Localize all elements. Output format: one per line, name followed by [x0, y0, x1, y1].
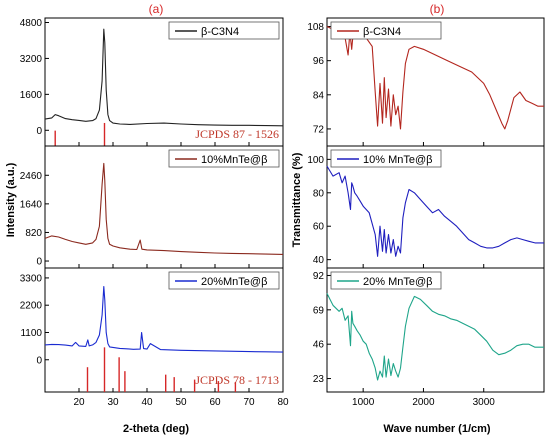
y-tick-label: 0 — [36, 126, 42, 137]
panel-label-b: (b) — [430, 2, 445, 16]
y-tick-label: 0 — [36, 257, 42, 268]
legend-label: 10%MnTe@β — [201, 154, 267, 166]
data-series-line — [44, 28, 284, 127]
panel-label-a: (a) — [149, 2, 164, 16]
panel-b-top: 72 84 96 108 β-C3N4 — [307, 17, 545, 147]
y-tick-label: 3200 — [20, 54, 43, 65]
y-tick-label: 3300 — [20, 273, 43, 284]
y-tick-label: 84 — [313, 90, 325, 101]
plot-panels: 0 1600 3200 4800 β-C3N4 JCPDS 87 - 1526 0 820 16… — [20, 17, 545, 408]
right-x-axis-title: Wave number (1/cm) — [383, 423, 491, 435]
legend-label: 20% MnTe@β — [363, 276, 432, 288]
x-tick-label: 80 — [277, 397, 289, 408]
x-tick-label: 70 — [243, 397, 255, 408]
y-tick-label: 23 — [313, 374, 325, 385]
x-tick-label: 50 — [175, 397, 187, 408]
x-tick-label: 60 — [209, 397, 221, 408]
panel-b-bottom: 23 46 69 92 1000 2000 3000 20% MnTe@β — [313, 267, 545, 408]
x-tick-label: 30 — [107, 397, 119, 408]
y-tick-label: 96 — [313, 56, 325, 67]
y-tick-label: 2460 — [20, 171, 43, 182]
x-tick-label: 40 — [141, 397, 153, 408]
legend-label: β-C3N4 — [201, 26, 239, 38]
x-tick-label: 3000 — [473, 397, 496, 408]
y-tick-label: 1600 — [20, 90, 43, 101]
y-tick-label: 0 — [36, 355, 42, 366]
data-series-line — [326, 293, 544, 381]
data-series-line — [326, 165, 544, 257]
legend-box — [168, 271, 280, 290]
legend-box — [330, 21, 442, 40]
data-series-line — [44, 162, 284, 255]
y-tick-label: 100 — [307, 155, 324, 166]
y-tick-label: 1100 — [20, 328, 42, 339]
y-tick-label: 108 — [307, 22, 324, 33]
y-tick-label: 72 — [313, 124, 325, 135]
x-tick-label: 2000 — [412, 397, 435, 408]
panel-a-top: 0 1600 3200 4800 β-C3N4 JCPDS 87 - 1526 — [20, 17, 284, 147]
legend-label: β-C3N4 — [363, 26, 401, 38]
panel-a-bottom: 0 1100 2200 3300 20 30 40 50 60 70 80 20%MnTe@β JCPD… — [20, 267, 289, 408]
x-tick-label: 20 — [73, 397, 85, 408]
left-x-axis-title: 2-theta (deg) — [123, 423, 189, 435]
x-tick-label: 1000 — [352, 397, 375, 408]
reference-annotation: JCPDS 87 - 1526 — [195, 127, 279, 141]
legend-box — [330, 271, 442, 290]
legend-label: 10% MnTe@β — [363, 154, 432, 166]
y-tick-label: 60 — [313, 222, 325, 233]
y-tick-label: 2200 — [20, 301, 43, 312]
left-y-axis-title: Intensity (a.u.) — [5, 162, 17, 237]
y-tick-label: 1640 — [20, 199, 43, 210]
legend-box — [330, 149, 442, 168]
plot-frame — [326, 267, 545, 393]
right-y-axis-title: Transmittance (%) — [291, 152, 303, 247]
y-tick-label: 80 — [313, 188, 325, 199]
y-tick-label: 820 — [25, 228, 42, 239]
legend-box — [168, 149, 280, 168]
legend-box — [168, 21, 280, 40]
panel-a-middle: 0 820 1640 2460 10%MnTe@β — [20, 145, 284, 269]
data-series-line — [326, 26, 544, 130]
y-tick-label: 69 — [313, 305, 325, 316]
data-series-line — [44, 286, 284, 353]
legend-label: 20%MnTe@β — [201, 276, 267, 288]
y-tick-label: 92 — [313, 271, 325, 282]
y-tick-label: 46 — [313, 340, 325, 351]
plot-frame — [44, 267, 284, 393]
y-tick-label: 4800 — [20, 18, 43, 29]
y-tick-label: 40 — [313, 255, 325, 266]
panel-b-middle: 40 60 80 100 10% MnTe@β — [307, 145, 545, 269]
reference-annotation: JCPDS 78 - 1713 — [195, 373, 279, 387]
